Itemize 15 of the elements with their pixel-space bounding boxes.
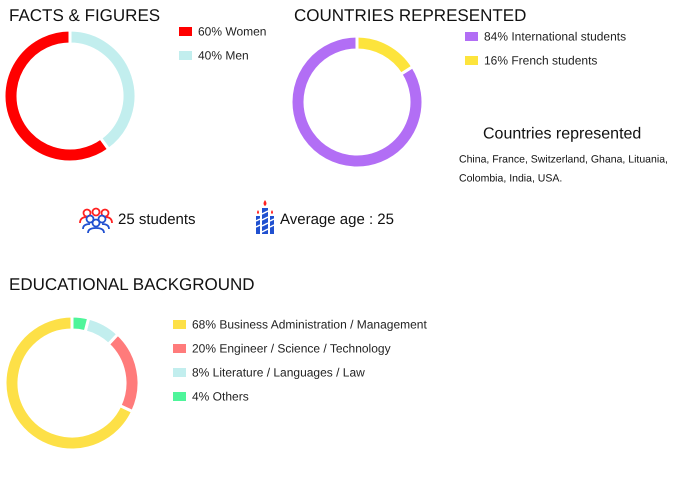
chart-title: EDUCATIONAL BACKGROUND: [9, 275, 255, 294]
text: Average age : 25: [280, 211, 394, 228]
text: Countries represented: [483, 126, 642, 142]
legend-label: 4% Others: [192, 390, 249, 404]
chart-title: COUNTRIES REPRESENTED: [294, 6, 526, 25]
legend-label: 60% Women: [198, 24, 266, 38]
chart-title: FACTS & FIGURES: [9, 6, 160, 25]
text: China, France, Switzerland, Ghana, Lituania, Colombia, India, USA.: [459, 154, 668, 184]
legend-label: 84% International students: [484, 30, 626, 44]
legend-label: 40% Men: [198, 48, 249, 62]
legend-label: 20% Engineer / Science / Technology: [192, 342, 391, 356]
legend-label: 16% French students: [484, 54, 598, 68]
legend-label: 8% Literature / Languages / Law: [192, 366, 366, 380]
legend-label: 68% Business Administration / Management: [192, 318, 428, 332]
text: 25 students: [118, 211, 196, 228]
